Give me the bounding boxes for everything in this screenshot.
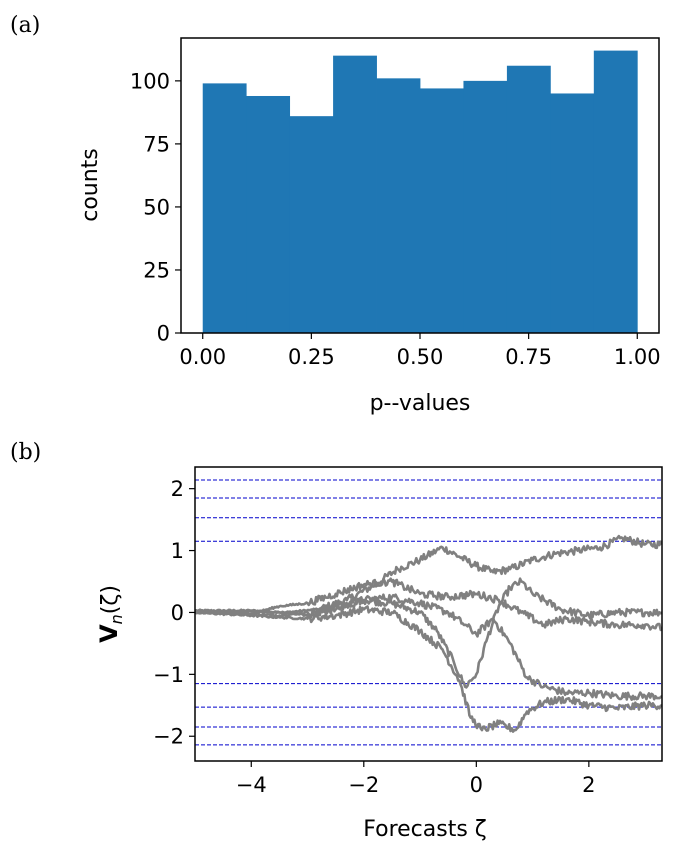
lines-y-tick-label: 0 bbox=[171, 601, 184, 625]
forecast-lines-panel: (b) −4 −2 0 2 −2 −1 0 1 2 Forecasts ζ Vn(ζ) bbox=[10, 440, 663, 842]
histogram-bar bbox=[289, 116, 334, 334]
histogram-x-tick-label: 0.50 bbox=[397, 345, 444, 369]
histogram-x-tick-label: 0.00 bbox=[179, 345, 226, 369]
histogram-x-tick-label: 0.75 bbox=[505, 345, 552, 369]
lines-y-tick-label: −1 bbox=[153, 663, 184, 687]
histogram-bar bbox=[463, 80, 508, 333]
histogram-x-tick-label: 1.00 bbox=[614, 345, 661, 369]
lines-x-tick-label: 0 bbox=[470, 773, 483, 797]
histogram-y-tick-label: 50 bbox=[143, 195, 170, 219]
histogram-bar bbox=[202, 83, 247, 333]
histogram-panel: (a) 0.00 0.25 0.50 0.75 1.00 0 25 50 75 100 p--v… bbox=[10, 13, 661, 416]
histogram-bar bbox=[420, 88, 464, 333]
histogram-y-tick-label: 75 bbox=[143, 132, 170, 156]
panel-label-a: (a) bbox=[10, 13, 40, 38]
histogram-y-tick-label: 100 bbox=[130, 69, 170, 93]
series-line bbox=[195, 593, 662, 702]
lines-x-axis-label: Forecasts ζ bbox=[363, 817, 487, 842]
lines-y-ticks: −2 −1 0 1 2 bbox=[153, 477, 195, 749]
panel-label-b: (b) bbox=[10, 440, 41, 465]
histogram-y-tick-label: 25 bbox=[143, 258, 170, 282]
series-lines bbox=[195, 534, 662, 733]
histogram-x-axis-label: p--values bbox=[370, 391, 471, 416]
histogram-bar bbox=[376, 78, 421, 333]
lines-x-tick-label: 2 bbox=[582, 773, 595, 797]
histogram-y-axis-label: counts bbox=[78, 148, 103, 222]
series-line bbox=[195, 605, 662, 733]
lines-y-tick-label: 1 bbox=[171, 539, 184, 563]
histogram-bar bbox=[550, 93, 595, 333]
lines-axes-frame bbox=[194, 466, 663, 762]
lines-x-tick-label: −4 bbox=[236, 773, 267, 797]
series-line bbox=[195, 577, 662, 689]
histogram-bar bbox=[246, 95, 291, 333]
histogram-x-tick-label: 0.25 bbox=[288, 345, 335, 369]
lines-y-axis-label-tail: (ζ) bbox=[98, 585, 123, 614]
lines-y-axis-label: Vn(ζ) bbox=[95, 585, 126, 643]
histogram-bar bbox=[333, 55, 377, 334]
histogram-bar bbox=[593, 50, 638, 333]
series-line bbox=[195, 534, 662, 615]
histogram-bar bbox=[506, 65, 551, 333]
lines-y-axis-label-sub: n bbox=[107, 614, 126, 624]
histogram-y-ticks: 0 25 50 75 100 bbox=[130, 69, 181, 346]
lines-y-tick-label: −2 bbox=[153, 725, 184, 749]
lines-y-tick-label: 2 bbox=[171, 477, 184, 501]
lines-x-ticks: −4 −2 0 2 bbox=[236, 761, 596, 797]
histogram-bars bbox=[202, 50, 638, 334]
lines-y-axis-label-main: V bbox=[95, 624, 123, 643]
histogram-y-tick-label: 0 bbox=[157, 322, 170, 346]
histogram-x-ticks: 0.00 0.25 0.50 0.75 1.00 bbox=[179, 333, 661, 369]
lines-x-tick-label: −2 bbox=[348, 773, 379, 797]
series-line bbox=[195, 577, 662, 632]
